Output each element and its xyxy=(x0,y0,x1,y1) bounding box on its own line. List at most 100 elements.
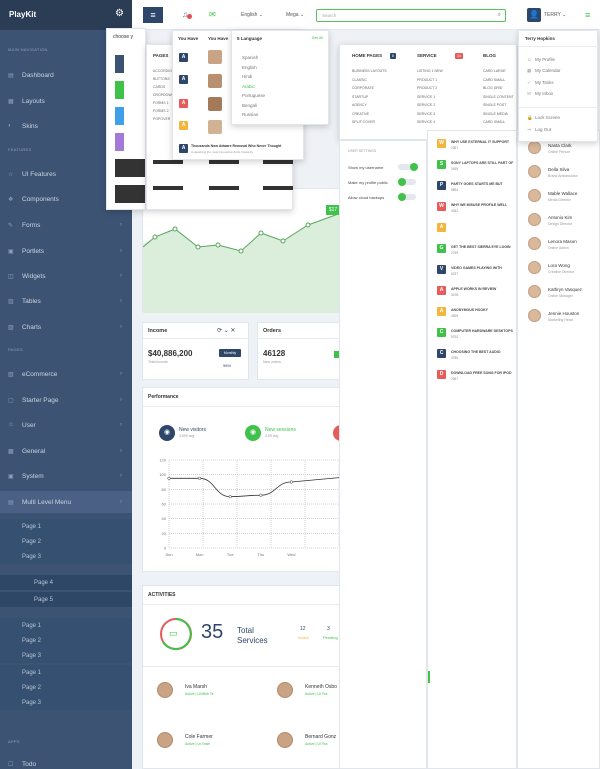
feed-title[interactable]: GET THE BEST SIERRA EYE LOGIN xyxy=(451,245,511,249)
avatar[interactable] xyxy=(208,50,222,64)
monthly-badge[interactable]: Monthly xyxy=(219,349,241,357)
person-name[interactable]: Della Silva xyxy=(548,167,570,172)
submenu-item[interactable]: Page 3 xyxy=(0,695,132,710)
avatar[interactable] xyxy=(528,213,541,226)
feed-title[interactable]: DOWNLOAD FREE SONG FOR IPOD xyxy=(451,371,512,375)
toggle-switch[interactable] xyxy=(398,178,416,186)
mega-link[interactable]: SERVICE 4 xyxy=(417,120,436,124)
mega-link[interactable]: SINGLE MEDIA xyxy=(483,111,508,116)
submenu-item[interactable]: Page 3 xyxy=(0,549,132,564)
mega-link[interactable]: BUSINESS LAYOUTS xyxy=(352,69,387,73)
toggle-switch[interactable] xyxy=(398,193,416,201)
mega-link[interactable]: SERVICE 2 xyxy=(417,103,436,107)
mega-link[interactable]: AGENCY xyxy=(352,103,367,107)
mega-link[interactable]: SERVICE 3 xyxy=(417,111,436,116)
mega-link[interactable]: PRODUCT 1 xyxy=(417,77,438,82)
language-option[interactable]: Arabic xyxy=(242,83,255,89)
user-menu-item[interactable]: Lock Screen xyxy=(535,115,561,120)
sidebar-item[interactable]: ▩ General › xyxy=(0,440,132,462)
feed-title[interactable]: WHY WE MISUSE PROFILE WELL xyxy=(451,203,508,207)
contact-name[interactable]: Bernard Gonz xyxy=(305,734,337,740)
mega-link[interactable]: CARD SMALL xyxy=(483,77,506,82)
submenu-item[interactable]: Page 2 xyxy=(0,534,132,549)
avatar[interactable] xyxy=(277,682,293,698)
see-all-link[interactable]: See All xyxy=(312,36,323,40)
avatar[interactable] xyxy=(208,74,222,88)
submenu-item[interactable]: Page 3 xyxy=(0,648,132,663)
search-icon[interactable]: ⌕ xyxy=(497,12,501,18)
theme-swatch[interactable] xyxy=(115,107,124,125)
pages-link[interactable]: BUTTONS xyxy=(153,77,170,81)
avatar[interactable] xyxy=(528,165,541,178)
mega-link[interactable]: SINGLE CONTENT xyxy=(483,94,514,99)
feed-title[interactable]: COMPUTER HARDWARE DESKTOPS xyxy=(451,329,513,333)
avatar[interactable] xyxy=(277,732,293,748)
theme-swatch[interactable] xyxy=(115,185,145,203)
language-dropdown[interactable]: English ⌄ xyxy=(241,12,263,18)
avatar[interactable]: 👤 xyxy=(527,8,541,22)
language-option[interactable]: Russian xyxy=(242,112,259,117)
theme-swatch[interactable] xyxy=(115,159,145,177)
person-name[interactable]: Mable Wallace xyxy=(548,191,578,196)
pages-link[interactable]: CARDS xyxy=(153,85,166,89)
person-name[interactable]: Lora Wong xyxy=(548,263,570,268)
person-name[interactable]: Nasta Clark xyxy=(548,143,572,148)
language-option[interactable]: Bengali xyxy=(242,102,258,108)
avatar[interactable] xyxy=(157,682,173,698)
feed-title[interactable]: APPLE WORKS IN REVIEW xyxy=(451,287,497,291)
avatar[interactable] xyxy=(528,237,541,250)
user-menu-item[interactable]: Log Out xyxy=(535,127,552,132)
user-menu-item[interactable]: My Tasks xyxy=(535,80,554,85)
submenu-item[interactable]: Page 2 xyxy=(0,680,132,695)
toggle-switch[interactable] xyxy=(398,163,418,171)
mega-link[interactable]: CLASSIC xyxy=(352,77,367,82)
sidebar-item[interactable]: ▧ eCommerce › xyxy=(0,363,132,385)
mega-link[interactable]: SINGLE POST xyxy=(483,103,507,107)
language-option[interactable]: Hindi xyxy=(242,74,253,79)
avatar[interactable] xyxy=(208,97,222,111)
pages-link[interactable]: POPOVER xyxy=(153,117,171,121)
pages-link[interactable]: FORMS 1 xyxy=(153,101,169,105)
feed-title[interactable]: PARTY GOES STARTS ME BUT xyxy=(451,182,503,186)
mega-link[interactable]: CARD SMALL xyxy=(483,120,506,124)
right-menu-icon[interactable]: ≡ xyxy=(585,10,591,20)
submenu-item[interactable]: Page 5 xyxy=(0,592,132,607)
person-name[interactable]: Lenora Mason xyxy=(548,239,577,244)
avatar[interactable] xyxy=(157,732,173,748)
feed-title[interactable]: WHY USE EXTERNAL IT SUPPORT xyxy=(451,140,510,144)
latest-message[interactable]: Thousands Now Adware Removal Who Never T… xyxy=(191,144,282,148)
mega-link[interactable]: CORPORATE xyxy=(352,86,374,90)
mail-icon[interactable]: ✉ xyxy=(209,10,216,19)
avatar[interactable] xyxy=(528,189,541,202)
menu-toggle-button[interactable]: ≡ xyxy=(143,7,163,23)
language-option[interactable]: English xyxy=(242,64,257,70)
mega-link[interactable]: SERVICE 1 xyxy=(417,94,436,99)
feed-title[interactable]: SONY LAPTOPS ARE STILL PART OF xyxy=(451,161,514,165)
sidebar-item[interactable]: ☺ User › xyxy=(0,414,132,436)
brand-logo[interactable]: PlayKit xyxy=(9,10,37,19)
mega-link[interactable]: CARD LARGE xyxy=(483,69,506,73)
avatar[interactable] xyxy=(528,141,541,154)
pages-link[interactable]: ACCORDION xyxy=(153,69,175,73)
sidebar-item[interactable]: ▥ Tables › xyxy=(0,290,132,312)
contact-name[interactable]: Cole Farmer xyxy=(185,734,213,740)
feed-title[interactable]: VIDEO GAMES PLAYING WITH xyxy=(451,266,502,270)
sidebar-item[interactable]: ▣ System › xyxy=(0,465,132,487)
person-name[interactable]: Antonio Kim xyxy=(548,215,573,220)
submenu-item[interactable]: Page 1 xyxy=(0,665,132,680)
theme-swatch[interactable] xyxy=(115,133,124,151)
submenu-item[interactable]: Page 2 xyxy=(0,633,132,648)
language-option[interactable]: Spanish xyxy=(242,55,259,60)
refresh-icon[interactable]: ⟳ ⌄ ✕ xyxy=(217,328,236,334)
pages-link[interactable]: FORMS 2 xyxy=(153,109,169,113)
contact-name[interactable]: Iva Marsh xyxy=(185,684,207,690)
sidebar-item[interactable]: ▢ Starter Page › xyxy=(0,389,132,411)
person-name[interactable]: Kathryn Vasquez xyxy=(548,287,582,292)
sidebar-item[interactable]: ✎ Forms › xyxy=(0,214,132,236)
sidebar-item[interactable]: ▣ Portlets › xyxy=(0,240,132,262)
submenu-item[interactable]: Page 1 xyxy=(0,519,132,534)
mega-link[interactable]: CREATIVE xyxy=(352,111,370,116)
person-name[interactable]: Jennie Houston xyxy=(548,311,580,316)
mega-menu-dropdown[interactable]: Mega ⌄ xyxy=(286,12,305,18)
avatar[interactable] xyxy=(528,285,541,298)
